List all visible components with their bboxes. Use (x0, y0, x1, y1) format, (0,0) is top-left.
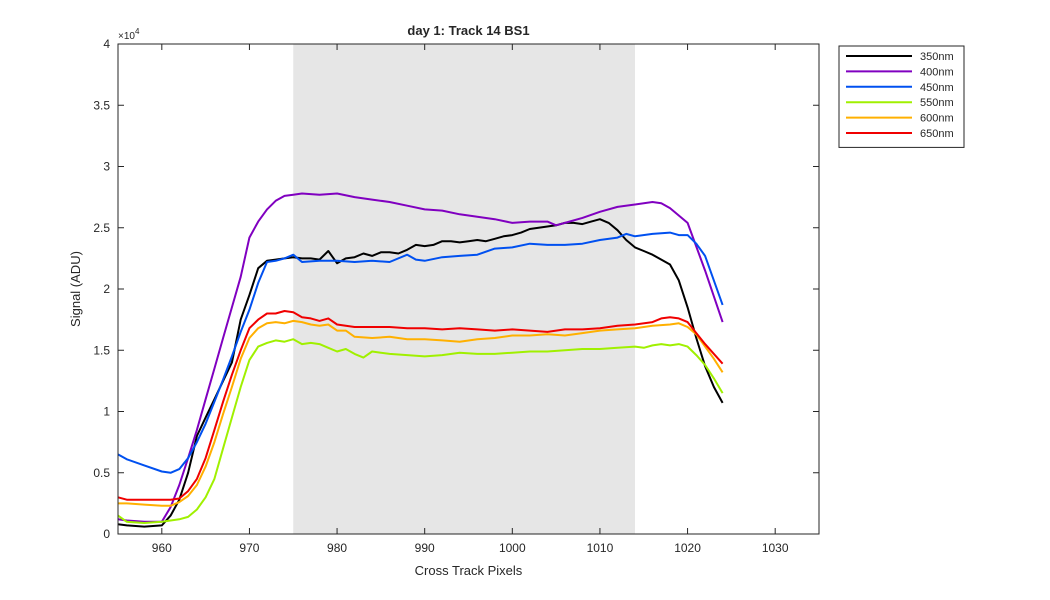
y-tick-label: 1 (103, 405, 110, 419)
chart-title: day 1: Track 14 BS1 (407, 23, 529, 38)
series-line-600nm (118, 319, 724, 507)
y-tick-label: 0.5 (93, 466, 110, 480)
legend-label-550nm: 550nm (920, 97, 954, 109)
series-layer (117, 192, 724, 528)
y-tick-label: 2.5 (93, 221, 110, 235)
x-tick-label: 980 (327, 541, 347, 555)
legend-label-350nm: 350nm (920, 51, 954, 63)
series-line-550nm (117, 338, 724, 524)
y-axis-exponent: ×104 (118, 27, 140, 42)
x-tick-label: 1020 (674, 541, 701, 555)
y-tick-label: 0 (103, 527, 110, 541)
legend: 350nm 400nm 450nm 550nm 600nm 650nm (838, 45, 965, 148)
legend-label-400nm: 400nm (920, 66, 954, 78)
series-line-400nm (117, 192, 724, 523)
y-tick-label: 3 (103, 160, 110, 174)
series-line-350nm (117, 218, 724, 528)
y-tick-label: 2 (103, 282, 110, 296)
x-tick-label: 1030 (762, 541, 789, 555)
x-tick-label: 1000 (499, 541, 526, 555)
legend-label-600nm: 600nm (920, 113, 954, 125)
legend-box (838, 45, 965, 148)
x-tick-label: 960 (152, 541, 172, 555)
y-tick-label: 1.5 (93, 343, 110, 357)
x-axis: 960 970 980 990 1000 1010 1020 1030 (152, 44, 789, 555)
y-axis: 0 0.5 1 1.5 2 2.5 3 3.5 4 (93, 37, 819, 541)
y-tick-label: 3.5 (93, 98, 110, 112)
y-tick-label: 4 (103, 37, 110, 51)
legend-label-650nm: 650nm (920, 128, 954, 140)
x-axis-label: Cross Track Pixels (415, 563, 523, 578)
x-tick-label: 1010 (587, 541, 614, 555)
series-line-650nm (117, 310, 724, 501)
legend-label-450nm: 450nm (920, 82, 954, 94)
x-tick-label: 970 (239, 541, 259, 555)
y-axis-label: Signal (ADU) (68, 251, 83, 327)
series-line-450nm (117, 231, 724, 474)
x-tick-label: 990 (415, 541, 435, 555)
shaded-region (293, 44, 635, 534)
